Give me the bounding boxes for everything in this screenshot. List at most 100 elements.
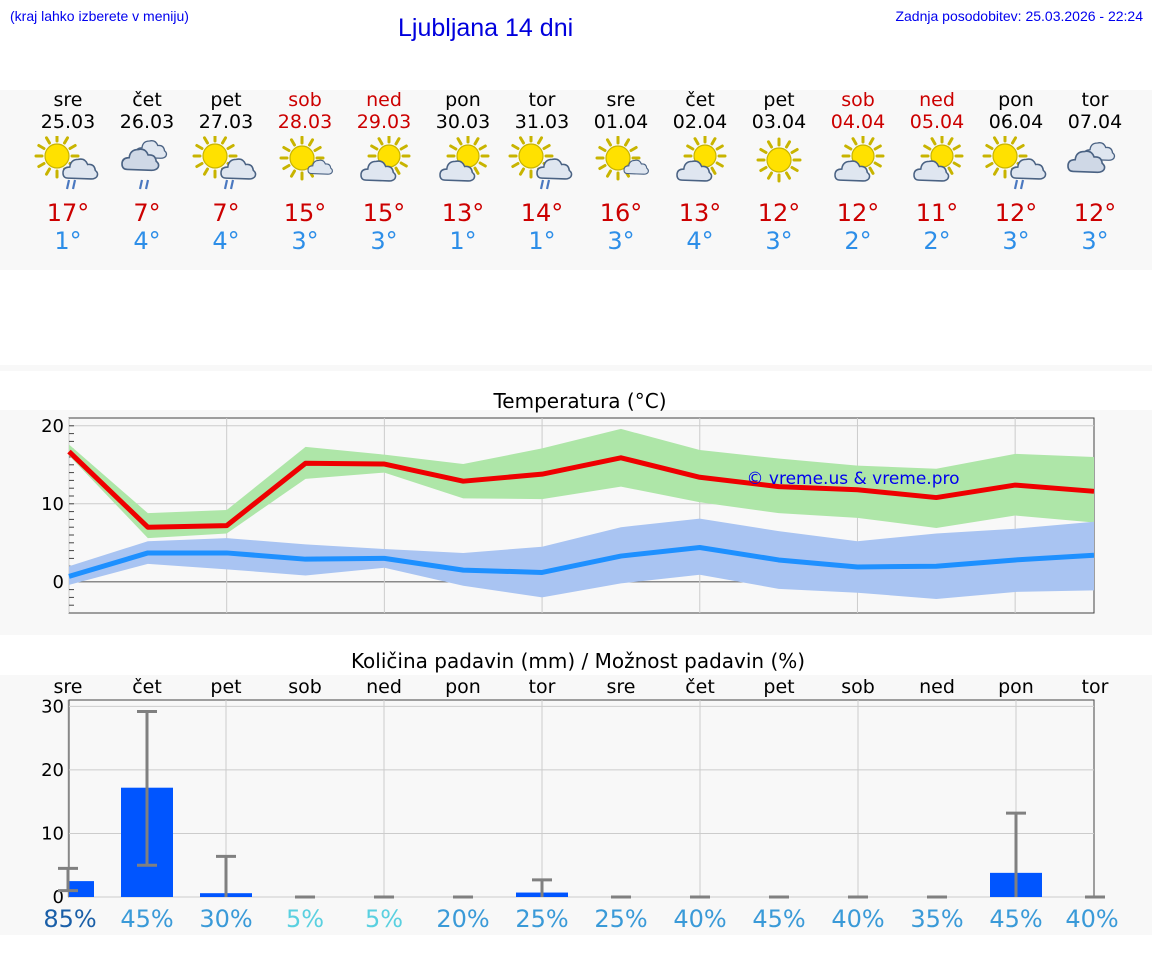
- max-temperature: 15°: [283, 199, 327, 227]
- precipitation-probability: 45%: [120, 905, 173, 933]
- precipitation-probability: 25%: [594, 905, 647, 933]
- day-date: 31.03: [514, 111, 570, 133]
- sun-cloud-icon: [439, 136, 490, 182]
- day-date: 07.04: [1067, 111, 1123, 133]
- precipitation-chart-title: Količina padavin (mm) / Možnost padavin …: [351, 649, 805, 673]
- x-category-label: čet: [132, 676, 162, 698]
- section-divider: [0, 365, 1152, 371]
- sun-small-cloud-icon: [279, 136, 333, 181]
- temperature-chart-title: Temperatura (°C): [492, 389, 666, 413]
- min-temperature: 3°: [1081, 227, 1109, 255]
- x-category-label: ned: [366, 676, 402, 698]
- day-date: 25.03: [40, 111, 96, 133]
- sun-cloud-icon: [360, 136, 411, 182]
- precipitation-probability: 85%: [43, 905, 96, 933]
- location-menu-hint[interactable]: (kraj lahko izberete v meniju): [10, 8, 189, 24]
- precipitation-bar: [69, 881, 94, 897]
- day-name: sob: [841, 89, 875, 111]
- day-date: 01.04: [593, 111, 649, 133]
- day-name: pet: [763, 89, 795, 111]
- day-date: 29.03: [356, 111, 412, 133]
- sun-small-cloud-icon: [595, 136, 649, 181]
- min-temperature: 2°: [923, 227, 951, 255]
- sun-cloud-icon: [676, 136, 727, 182]
- max-temperature: 16°: [599, 199, 643, 227]
- max-temperature: 11°: [915, 199, 959, 227]
- max-temperature: 12°: [757, 199, 801, 227]
- x-category-label: pon: [445, 676, 481, 698]
- max-temperature: 15°: [362, 199, 406, 227]
- min-temperature: 3°: [607, 227, 635, 255]
- min-temperature: 1°: [54, 227, 82, 255]
- x-category-label: pon: [998, 676, 1034, 698]
- day-name: sre: [53, 89, 83, 111]
- day-name: tor: [1081, 89, 1109, 111]
- precipitation-probability: 20%: [436, 905, 489, 933]
- min-temperature-range-band: [69, 518, 1094, 599]
- day-date: 28.03: [277, 111, 333, 133]
- precipitation-probability: 30%: [199, 905, 252, 933]
- temperature-chart: Temperatura (°C) 0 10 20 © vreme.us & vreme…: [41, 389, 1095, 614]
- day-date: 02.04: [672, 111, 728, 133]
- min-temperature: 3°: [370, 227, 398, 255]
- sun-cloud-rain-icon: [34, 136, 99, 190]
- min-temperature: 4°: [212, 227, 240, 255]
- y-tick-label: 20: [41, 416, 64, 437]
- precipitation-probability: 40%: [673, 905, 726, 933]
- max-temperature: 13°: [678, 199, 722, 227]
- max-temperature-range-band: [69, 428, 1094, 539]
- precipitation-probability: 45%: [752, 905, 805, 933]
- x-category-label: pet: [210, 676, 241, 698]
- sun-cloud-icon: [913, 136, 964, 182]
- day-name: čet: [685, 89, 715, 111]
- max-temperature-line: [67, 449, 1095, 530]
- precipitation-probability: 25%: [515, 905, 568, 933]
- day-name: pon: [998, 89, 1034, 111]
- day-name: pet: [210, 89, 242, 111]
- day-name: tor: [528, 89, 556, 111]
- y-tick-label: 20: [41, 760, 64, 781]
- cloud-rain-icon: [121, 140, 168, 190]
- x-category-label: sob: [841, 676, 875, 698]
- x-category-label: sob: [288, 676, 322, 698]
- min-temperature: 2°: [844, 227, 872, 255]
- x-category-label: sre: [54, 676, 83, 698]
- day-name: sre: [606, 89, 636, 111]
- y-tick-label: 0: [53, 572, 64, 593]
- x-category-label: tor: [1082, 676, 1109, 698]
- day-date: 06.04: [988, 111, 1044, 133]
- precipitation-probability: 40%: [831, 905, 884, 933]
- max-temperature: 12°: [994, 199, 1038, 227]
- x-category-label: sre: [607, 676, 636, 698]
- precipitation-probability: 5%: [365, 905, 403, 933]
- x-category-label: ned: [919, 676, 955, 698]
- last-updated: Zadnja posodobitev: 25.03.2026 - 22:24: [895, 8, 1143, 24]
- day-name: pon: [445, 89, 481, 111]
- max-temperature: 17°: [46, 199, 90, 227]
- precipitation-chart: Količina padavin (mm) / Možnost padavin …: [41, 649, 1119, 933]
- min-temperature: 3°: [765, 227, 793, 255]
- min-temperature: 1°: [528, 227, 556, 255]
- precipitation-probability: 40%: [1065, 905, 1118, 933]
- y-tick-label: 30: [41, 696, 64, 717]
- x-category-label: tor: [529, 676, 556, 698]
- sun-icon: [756, 137, 802, 183]
- max-temperature: 12°: [1073, 199, 1117, 227]
- day-name: čet: [132, 89, 162, 111]
- min-temperature: 4°: [686, 227, 714, 255]
- day-date: 30.03: [435, 111, 491, 133]
- day-name: sob: [288, 89, 322, 111]
- max-temperature: 12°: [836, 199, 880, 227]
- day-name: ned: [919, 89, 955, 111]
- max-temperature: 7°: [133, 199, 161, 227]
- sun-cloud-rain-icon: [982, 136, 1047, 190]
- min-temperature: 3°: [1002, 227, 1030, 255]
- day-date: 04.04: [830, 111, 886, 133]
- max-temperature: 13°: [441, 199, 485, 227]
- precipitation-probability: 45%: [989, 905, 1042, 933]
- min-temperature: 3°: [291, 227, 319, 255]
- page-title: Ljubljana 14 dni: [398, 14, 574, 42]
- day-name: ned: [366, 89, 402, 111]
- day-date: 27.03: [198, 111, 254, 133]
- y-tick-label: 10: [41, 823, 64, 844]
